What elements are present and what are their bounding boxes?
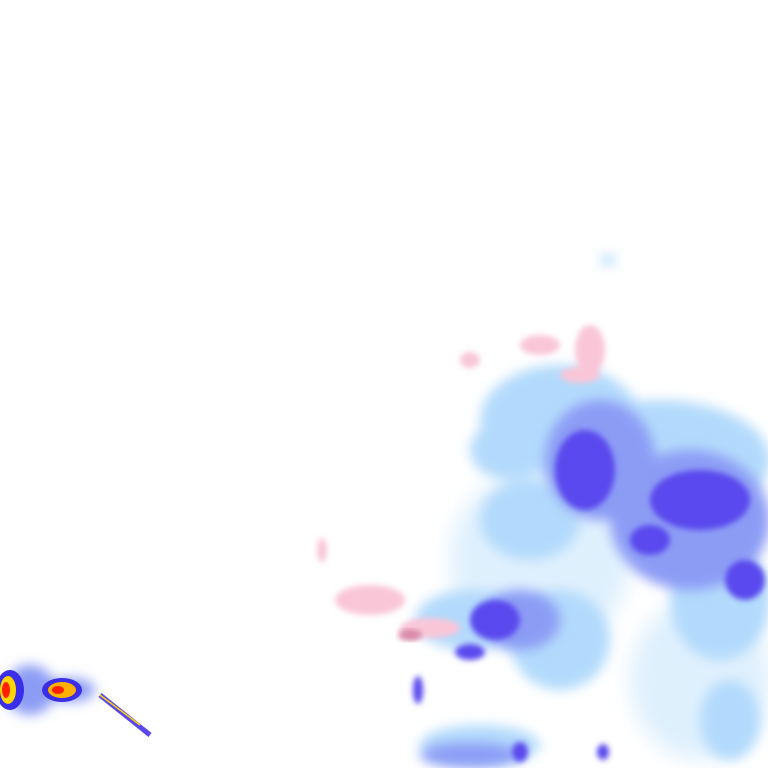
mixed-precipitation-heavy: [398, 629, 422, 641]
heavy-rain-area: [413, 430, 765, 762]
intense-rain-cells: [0, 670, 152, 737]
